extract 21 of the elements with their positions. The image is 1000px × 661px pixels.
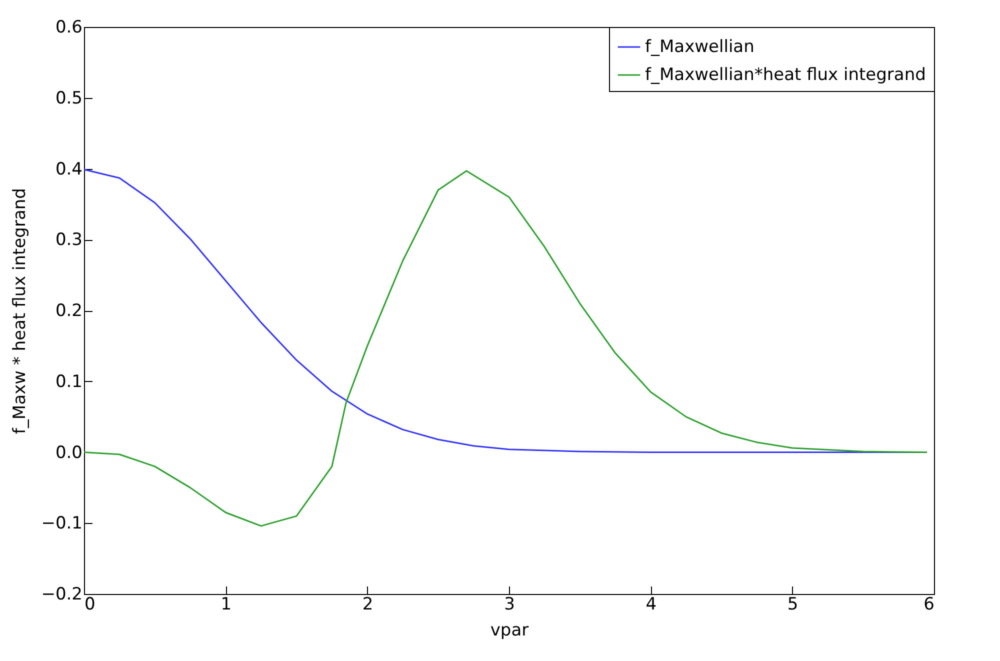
y-tick-label: 0.6 [55, 18, 82, 38]
x-tick-label: 4 [646, 594, 657, 614]
line-series [83, 170, 928, 527]
y-tick-label: 0.3 [55, 230, 82, 250]
x-axis-title: vpar [490, 620, 529, 640]
y-tick-label: −0.2 [41, 584, 82, 604]
y-tick-label: 0.5 [55, 88, 82, 108]
x-tick-label: 0 [84, 594, 96, 614]
x-tick-label: 5 [787, 594, 798, 614]
x-tick-label: 3 [504, 594, 515, 614]
legend-label: f_Maxwellian*heat flux integrand [645, 65, 926, 85]
y-tick-label: −0.1 [41, 514, 82, 534]
y-tick-label: 0.4 [55, 159, 82, 180]
y-tick-label: 0.2 [55, 301, 82, 321]
legend-label: f_Maxwellian [645, 37, 754, 57]
x-tick-label: 1 [220, 594, 232, 614]
y-axis-title: f_Maxw * heat flux integrand [10, 188, 30, 434]
y-tick-label: 0.0 [55, 442, 82, 463]
x-tick-label: 6 [924, 594, 934, 614]
y-tick-label: 0.1 [55, 372, 82, 392]
x-tick-label: 2 [362, 594, 374, 614]
